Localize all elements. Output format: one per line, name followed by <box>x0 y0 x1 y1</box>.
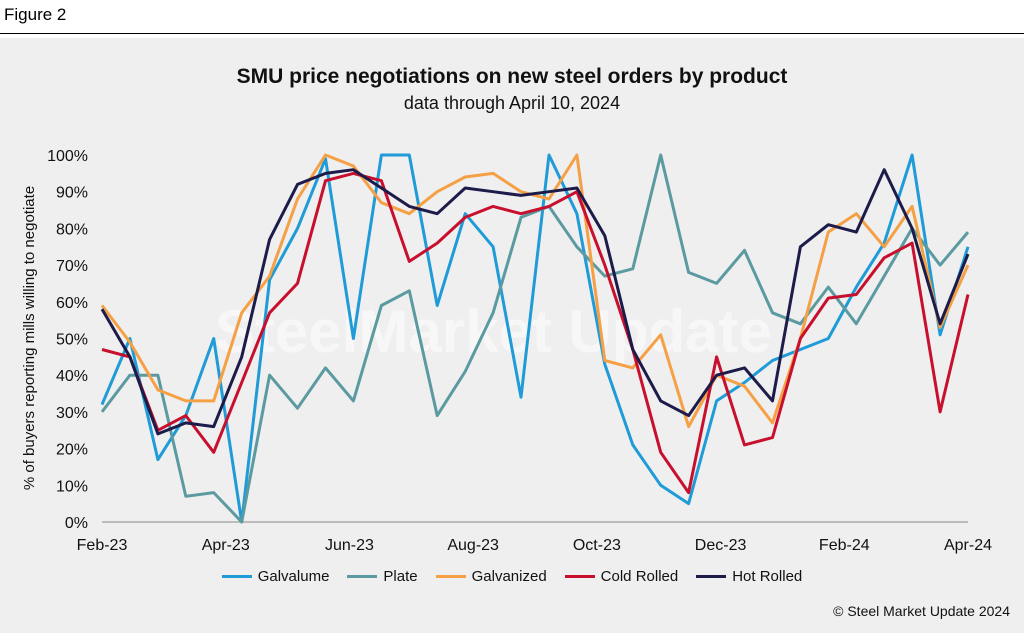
legend-item-plate: Plate <box>347 568 418 585</box>
y-axis-label: % of buyers reporting mills willing to n… <box>21 186 38 490</box>
y-tick-label: 40% <box>56 368 88 385</box>
y-tick-label: 0% <box>65 515 88 532</box>
chart-title: SMU price negotiations on new steel orde… <box>236 65 788 88</box>
series-line-hot-rolled <box>100 168 970 436</box>
x-tick-label: Feb-23 <box>77 537 128 554</box>
y-axis: 0% 10% 20% 30% 40% 50% 60% 70% 80% 90% 100% <box>47 148 88 532</box>
series-line-plate <box>100 153 970 524</box>
x-tick-label: Aug-23 <box>447 537 499 554</box>
x-tick-label: Apr-24 <box>944 537 992 554</box>
chart-subtitle: data through April 10, 2024 <box>403 93 621 113</box>
x-tick-label: Jun-23 <box>325 537 374 554</box>
copyright-credit: © Steel Market Update 2024 <box>833 603 1010 619</box>
legend-swatch <box>347 575 378 578</box>
y-tick-label: 90% <box>56 185 88 202</box>
x-tick-label: Feb-24 <box>819 537 870 554</box>
legend-item-cold-rolled: Cold Rolled <box>564 568 679 585</box>
series-line-galvalume <box>100 153 970 524</box>
legend: Galvalume Plate Galvanized Cold Rolled Hot R… <box>0 568 1024 585</box>
x-tick-label: Dec-23 <box>695 537 747 554</box>
y-tick-label: 70% <box>56 258 88 275</box>
y-tick-label: 20% <box>56 442 88 459</box>
legend-item-galvalume: Galvalume <box>221 568 330 585</box>
legend-label: Cold Rolled <box>600 568 679 585</box>
x-tick-label: Apr-23 <box>202 537 250 554</box>
legend-item-hot-rolled: Hot Rolled <box>696 568 802 585</box>
legend-label: Plate <box>383 568 418 585</box>
legend-label: Galvalume <box>257 568 330 585</box>
y-tick-label: 10% <box>56 478 88 495</box>
y-tick-label: 50% <box>56 332 88 349</box>
legend-swatch <box>564 575 595 578</box>
series-line-galvanized <box>100 153 970 429</box>
legend-label: Galvanized <box>471 568 547 585</box>
x-axis: Feb-23 Apr-23 Jun-23 Aug-23 Oct-23 Dec-23 Feb-… <box>77 521 992 554</box>
legend-label: Hot Rolled <box>732 568 803 585</box>
legend-swatch <box>696 575 727 578</box>
series-group <box>100 153 970 524</box>
chart-panel <box>0 38 1024 633</box>
series-line-cold-rolled <box>101 171 970 495</box>
x-tick-label: Oct-23 <box>573 537 621 554</box>
legend-swatch <box>221 575 252 578</box>
figure-divider <box>0 33 1024 34</box>
figure-label: Figure 2 <box>4 5 67 24</box>
legend-swatch <box>435 575 466 578</box>
y-tick-label: 100% <box>47 148 88 165</box>
y-tick-label: 80% <box>56 221 88 238</box>
y-tick-label: 60% <box>56 295 88 312</box>
y-tick-label: 30% <box>56 405 88 422</box>
legend-item-galvanized: Galvanized <box>435 568 547 585</box>
